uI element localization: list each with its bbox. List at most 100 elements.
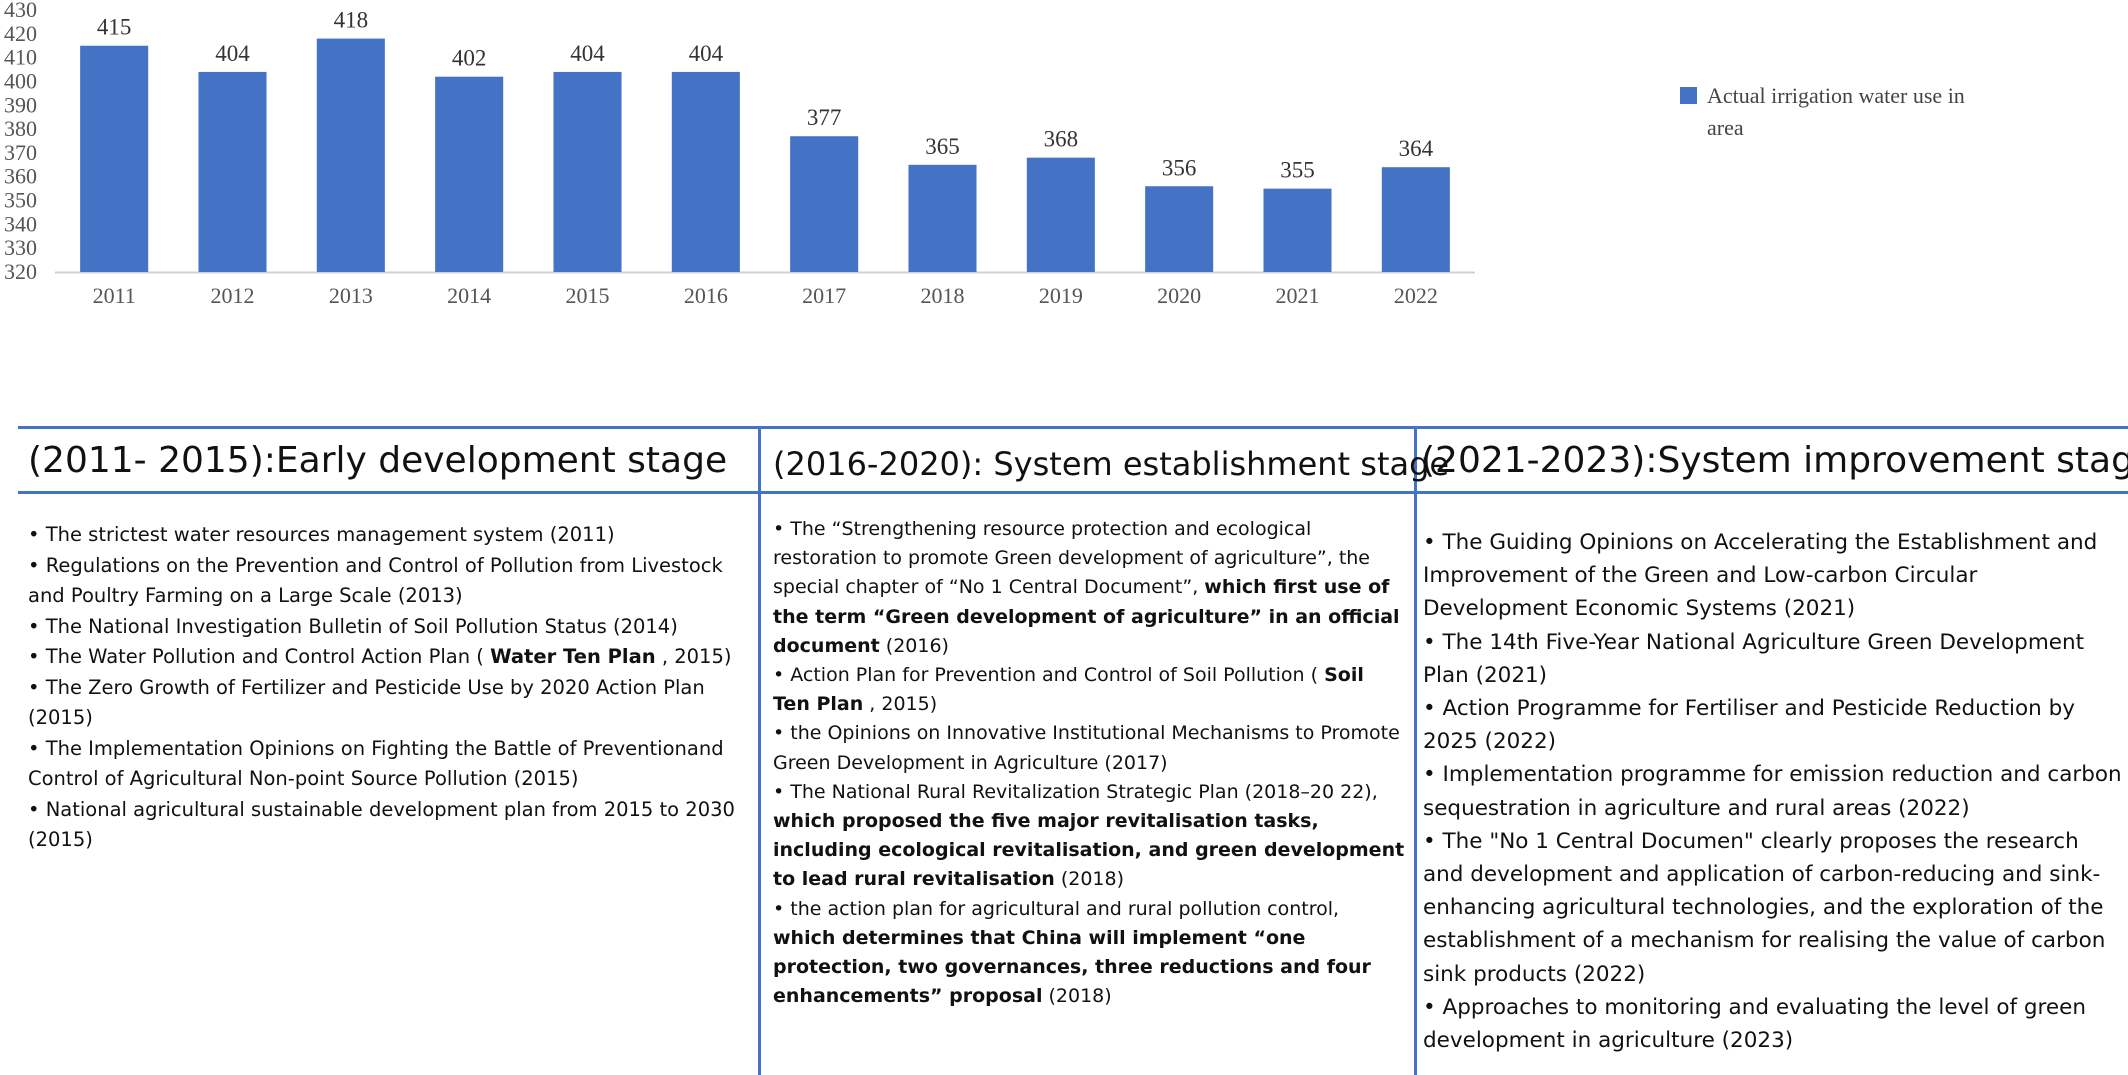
x-tick-label: 2011 — [93, 283, 136, 308]
policy-item: • The National Investigation Bulletin of… — [28, 612, 748, 643]
x-tick-label: 2012 — [211, 283, 255, 308]
stage-list-improvement: • The Guiding Opinions on Accelerating t… — [1423, 526, 2123, 1057]
y-tick-label: 420 — [4, 21, 37, 46]
legend-label-line1: Actual irrigation water use in — [1707, 83, 1965, 108]
policy-item-text: , 2015) — [863, 693, 938, 716]
policy-item: • Action Plan for Prevention and Control… — [773, 661, 1405, 719]
y-tick-label: 400 — [4, 68, 37, 93]
chart-legend: Actual irrigation water use in area — [1680, 80, 2020, 144]
x-tick-label: 2013 — [329, 283, 373, 308]
data-label: 404 — [215, 41, 250, 66]
x-tick-label: 2017 — [802, 283, 846, 308]
x-tick-label: 2019 — [1039, 283, 1083, 308]
policy-item-bold-text: Water Ten Plan — [490, 645, 656, 668]
data-label: 404 — [570, 41, 605, 66]
policy-item-text: • The 14th Five-Year National Agricultur… — [1423, 629, 2085, 688]
policy-item: • Action Programme for Fertiliser and Pe… — [1423, 692, 2123, 758]
stage-title-divider — [18, 491, 2128, 494]
data-label: 368 — [1044, 127, 1079, 152]
policy-item: • The Implementation Opinions on Fightin… — [28, 734, 748, 795]
legend-label-line2: area — [1707, 115, 1744, 140]
bar — [671, 71, 740, 272]
policy-item: • National agricultural sustainable deve… — [28, 795, 748, 856]
policy-item-text: , 2015) — [655, 645, 732, 668]
x-tick-label: 2015 — [566, 283, 610, 308]
bar — [80, 45, 149, 273]
policy-item-text: • The Water Pollution and Control Action… — [28, 645, 491, 668]
policy-item-text: • Implementation programme for emission … — [1423, 762, 2122, 821]
bar — [198, 71, 267, 272]
bar-chart: 320 330 340 350 360 370 380 390 400 410 420 430 415 2… — [0, 0, 2128, 425]
y-tick-label: 390 — [4, 92, 37, 117]
bar — [908, 164, 977, 272]
policy-item-text: • The “Strengthening resource protection… — [773, 518, 1370, 599]
bar — [1263, 188, 1332, 272]
policy-item-text: • Action Plan for Prevention and Control… — [773, 664, 1325, 687]
policy-item: • the action plan for agricultural and r… — [773, 895, 1405, 1012]
policy-item: • The Guiding Opinions on Accelerating t… — [1423, 526, 2123, 626]
policy-item-text: • Regulations on the Prevention and Cont… — [28, 553, 723, 608]
policy-item-text: • The strictest water resources manageme… — [28, 523, 615, 546]
bar — [435, 76, 504, 272]
y-tick-label: 430 — [4, 0, 37, 22]
policy-item-text: (2018) — [1054, 868, 1125, 891]
policy-item-text: (2016) — [879, 634, 949, 657]
data-label: 355 — [1280, 158, 1315, 183]
policy-item: • The Zero Growth of Fertilizer and Pest… — [28, 673, 748, 734]
policy-item: • The 14th Five-Year National Agricultur… — [1423, 626, 2123, 692]
x-tick-label: 2020 — [1157, 283, 1201, 308]
legend-swatch — [1680, 87, 1697, 104]
policy-item: • Approaches to monitoring and evaluatin… — [1423, 991, 2123, 1057]
bar — [1381, 167, 1450, 272]
policy-item: • The National Rural Revitalization Stra… — [773, 778, 1405, 895]
policy-item-text: • the Opinions on Innovative Institution… — [773, 722, 1400, 774]
policy-item: • The Water Pollution and Control Action… — [28, 642, 748, 673]
y-tick-label: 370 — [4, 140, 37, 165]
stage-title-improvement: (2021-2023):System improvement stage — [1421, 440, 2128, 481]
policy-item: • The "No 1 Central Documen" clearly pro… — [1423, 825, 2123, 991]
policy-item-text: • Action Programme for Fertiliser and Pe… — [1423, 696, 2076, 755]
policy-item-bold-text: which proposed the five major revitalisa… — [773, 810, 1405, 891]
bar — [1145, 186, 1214, 272]
policy-item: • the Opinions on Innovative Institution… — [773, 719, 1405, 777]
data-label: 364 — [1399, 136, 1434, 161]
y-tick-label: 330 — [4, 235, 37, 260]
y-tick-label: 350 — [4, 188, 37, 213]
policy-item-text: • Approaches to monitoring and evaluatin… — [1423, 994, 2086, 1054]
policy-item-text: • The Guiding Opinions on Accelerating t… — [1423, 530, 2098, 622]
policy-item-bold-text: which determines that China will impleme… — [773, 926, 1371, 1008]
data-label: 418 — [334, 8, 369, 33]
policy-item-text: (2018) — [1042, 985, 1112, 1008]
data-label: 402 — [452, 46, 487, 71]
x-tick-label: 2021 — [1276, 283, 1320, 308]
y-tick-label: 360 — [4, 164, 37, 189]
policy-item: • The strictest water resources manageme… — [28, 520, 748, 551]
policy-item-bold-text: which first use of the term “Green devel… — [773, 576, 1400, 657]
stage-top-divider — [18, 426, 2128, 429]
data-label: 365 — [925, 134, 960, 159]
x-tick-label: 2014 — [447, 283, 491, 308]
x-tick-label: 2022 — [1394, 283, 1438, 308]
data-label: 404 — [689, 41, 724, 66]
policy-item-text: • The National Rural Revitalization Stra… — [773, 780, 1378, 803]
stage-list-early: • The strictest water resources manageme… — [28, 520, 748, 856]
policy-item-text: • The Zero Growth of Fertilizer and Pest… — [28, 675, 705, 730]
bar — [553, 71, 622, 272]
policy-item: • Implementation programme for emission … — [1423, 758, 2123, 824]
y-tick-label: 320 — [4, 259, 37, 284]
y-tick-label: 410 — [4, 45, 37, 70]
policy-item-bold-text: Soil Ten Plan — [773, 664, 1364, 716]
policy-item: • Regulations on the Prevention and Cont… — [28, 551, 748, 612]
y-tick-label: 380 — [4, 116, 37, 141]
stage-column-divider-1 — [758, 427, 761, 1075]
stage-title-establishment: (2016-2020): System establishment stage — [773, 445, 1450, 483]
x-tick-label: 2018 — [921, 283, 965, 308]
bar — [790, 136, 859, 272]
stage-title-early: (2011- 2015):Early development stage — [28, 440, 728, 481]
policy-item-text: • The Implementation Opinions on Fightin… — [28, 736, 724, 791]
y-tick-label: 340 — [4, 211, 37, 236]
x-tick-label: 2016 — [684, 283, 728, 308]
policy-item: • The “Strengthening resource protection… — [773, 515, 1405, 661]
stage-list-establishment: • The “Strengthening resource protection… — [773, 515, 1405, 1011]
